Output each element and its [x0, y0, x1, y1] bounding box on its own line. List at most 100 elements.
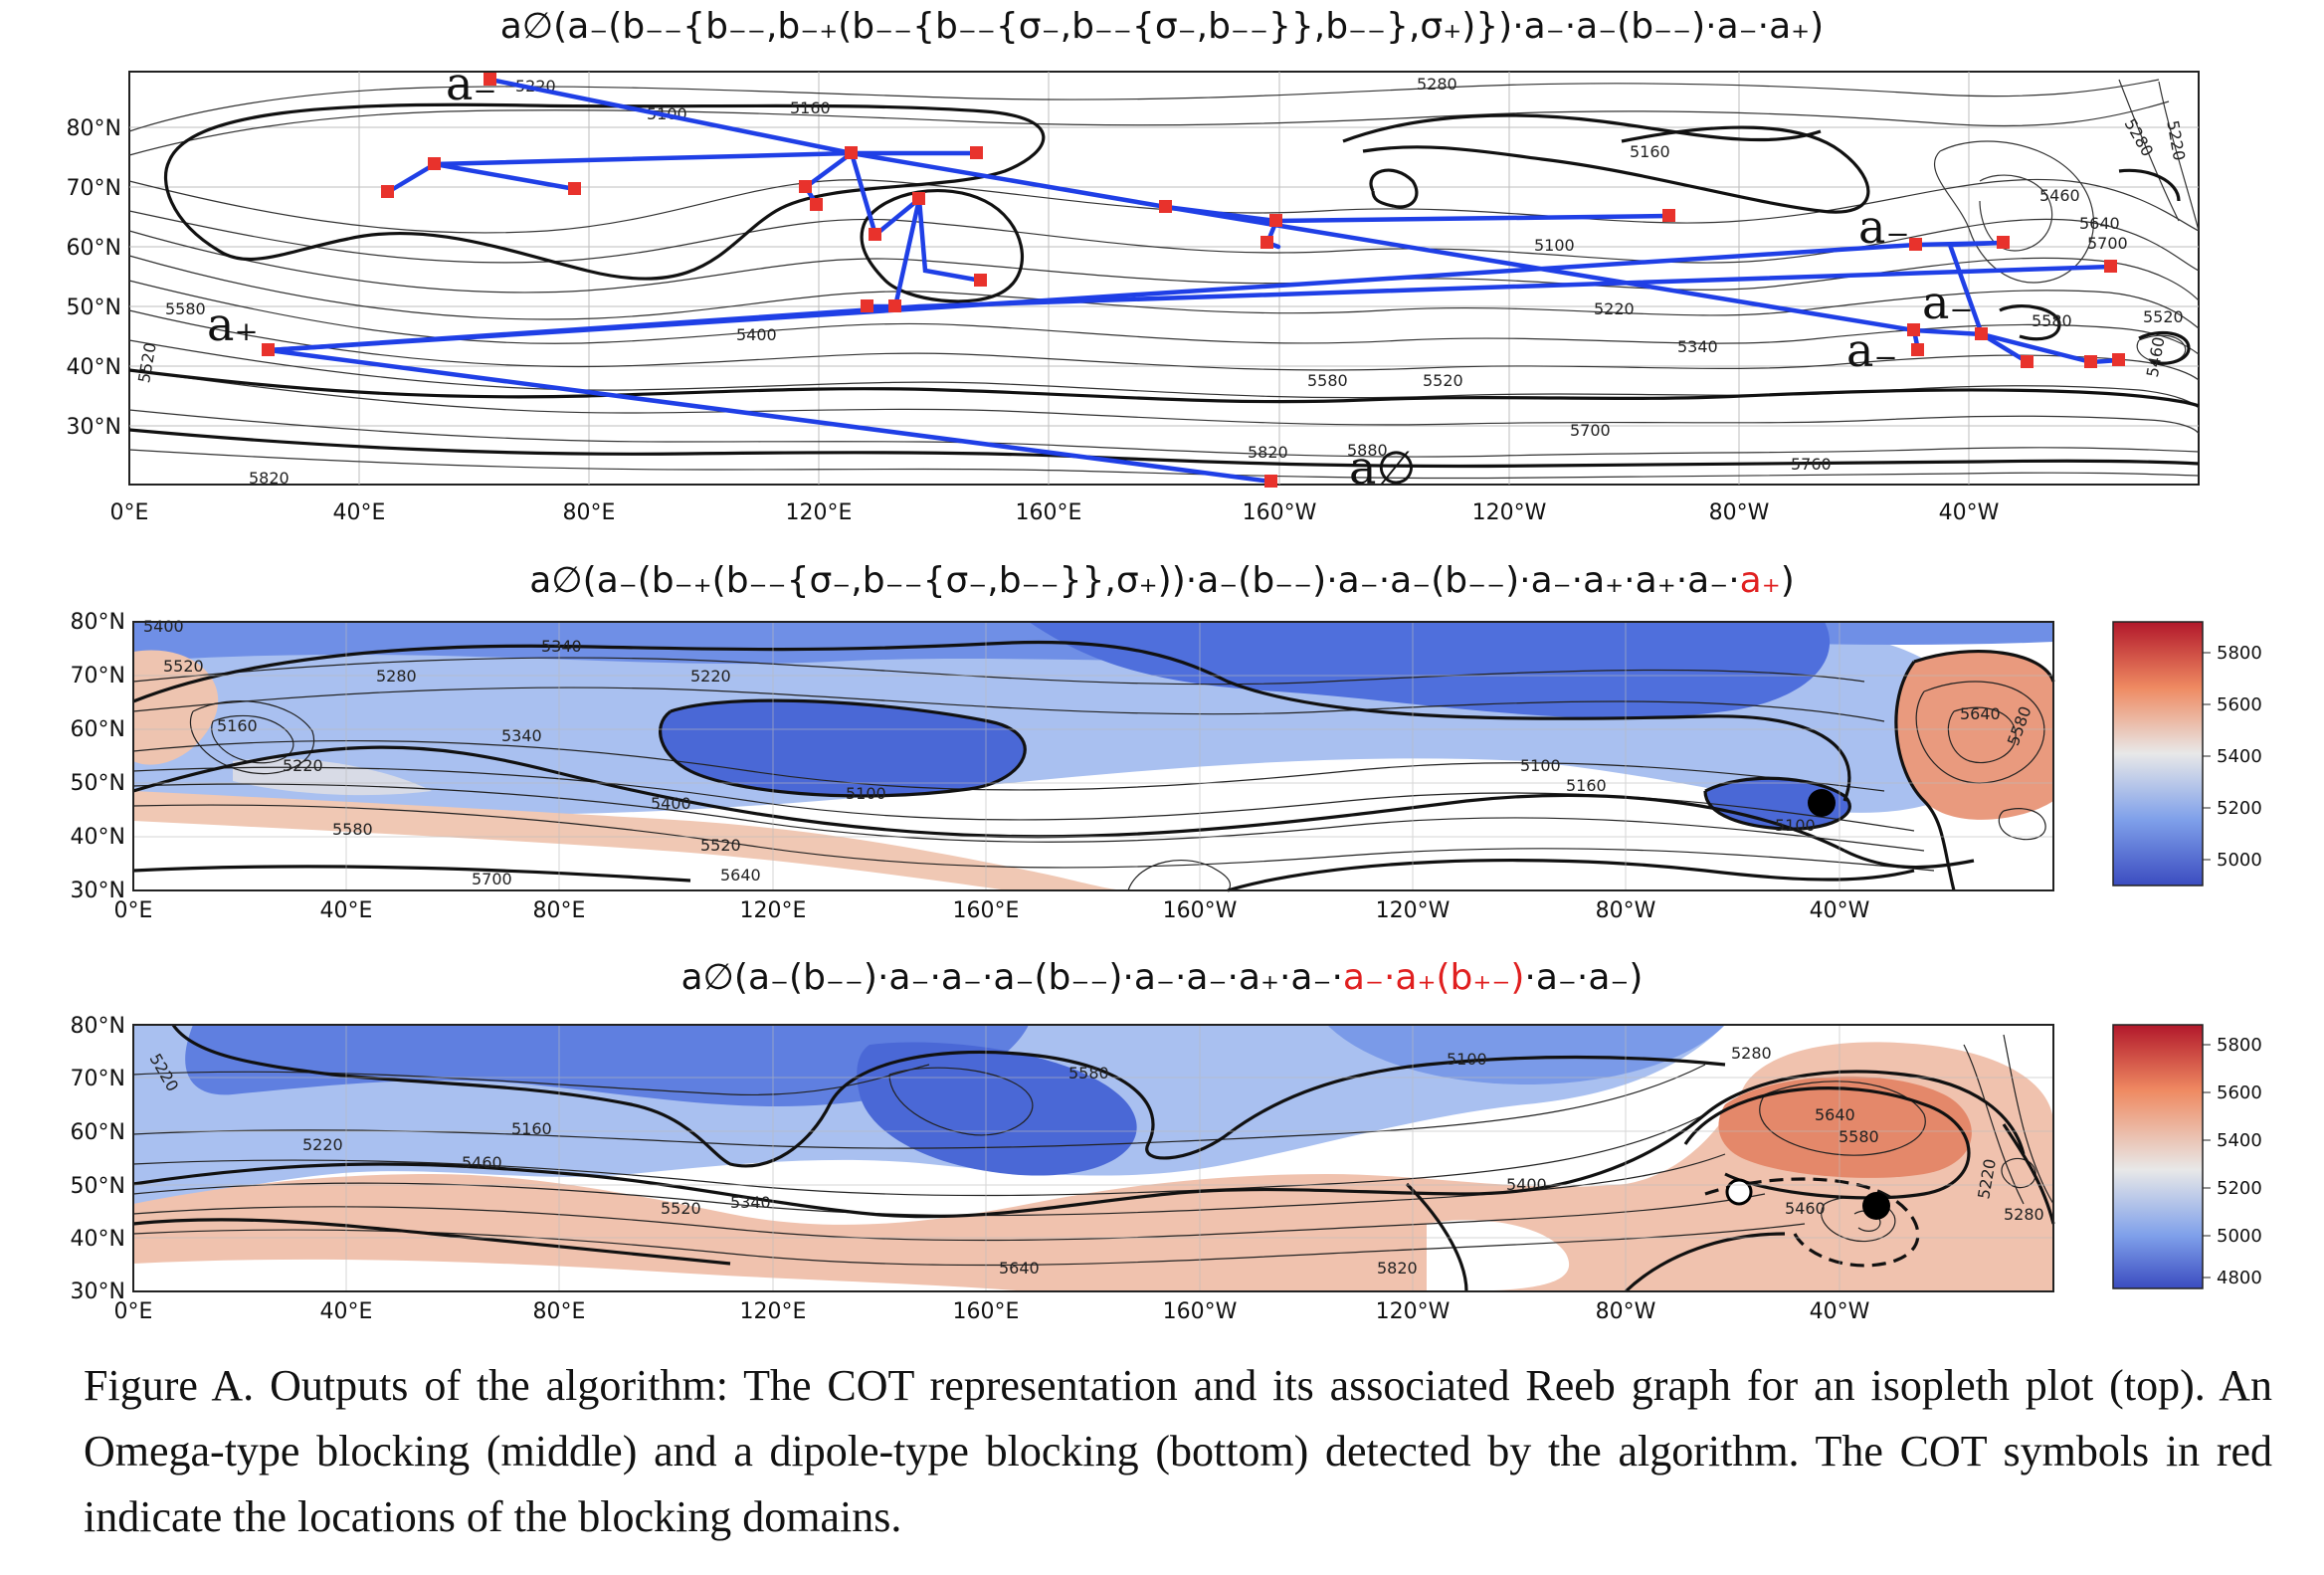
lon-tick: 120°E	[786, 500, 853, 525]
mid-contour-label: 5100	[1775, 816, 1816, 835]
top-contour-label: 5820	[1248, 443, 1288, 462]
top-contour-label: 5580	[1307, 371, 1348, 390]
lon-tick: 120°E	[740, 1299, 807, 1324]
bot-contour-label: 5580	[1839, 1127, 1879, 1146]
lon-tick: 80°W	[1596, 898, 1656, 923]
lat-tick: 70°N	[67, 176, 121, 201]
lon-tick: 160°E	[1016, 500, 1082, 525]
lon-tick: 120°W	[1472, 500, 1547, 525]
bot-contour-label: 5220	[302, 1135, 343, 1154]
colorbar-tick: 5200	[2217, 1178, 2262, 1199]
mid-contour-label: 5580	[332, 820, 373, 839]
lon-tick: 160°E	[953, 1299, 1020, 1324]
lat-tick: 80°N	[71, 1014, 125, 1039]
figure-caption: Figure A. Outputs of the algorithm: The …	[84, 1361, 2272, 1541]
lon-tick: 40°W	[1810, 1299, 1870, 1324]
lon-tick: 120°W	[1376, 1299, 1451, 1324]
colorbar-tick: 4800	[2217, 1268, 2262, 1288]
top-symbol: a₋	[1858, 200, 1910, 254]
top-contour-label: 5400	[736, 325, 777, 344]
bot-contour-label: 5640	[999, 1259, 1040, 1278]
open-point-marker	[1725, 1178, 1753, 1206]
bot-contour-label: 5400	[1506, 1175, 1547, 1194]
lon-tick: 40°W	[1939, 500, 2000, 525]
lat-tick: 50°N	[71, 771, 125, 796]
lon-tick: 40°E	[333, 500, 386, 525]
top-contour-label: 5760	[1791, 455, 1832, 474]
mid-contour-label: 5640	[1960, 704, 2001, 723]
mid-contour-label: 5220	[283, 756, 323, 775]
top-symbol: a₋	[1846, 323, 1898, 377]
mid-contour-label: 5640	[720, 866, 761, 885]
top-contour-label: 5580	[2032, 311, 2072, 330]
mid-contour-label: 5400	[651, 794, 691, 813]
top-contour-label: 5160	[790, 98, 831, 117]
lon-tick: 120°E	[740, 898, 807, 923]
colorbar-tick: 5400	[2217, 1130, 2262, 1151]
formula-middle-red: a₊	[1739, 560, 1781, 601]
lon-tick: 0°E	[114, 898, 153, 923]
top-contour-label: 5160	[1630, 142, 1670, 161]
colorbar-tick: 5800	[2217, 1035, 2262, 1056]
formula-middle-suffix: )	[1780, 560, 1795, 601]
bot-contour-label: 5280	[2004, 1205, 2044, 1224]
colorbar-tick: 5000	[2217, 1226, 2262, 1247]
bot-contour-label: 5640	[1815, 1105, 1855, 1124]
lon-tick: 160°W	[1243, 500, 1317, 525]
lat-tick: 40°N	[67, 355, 121, 380]
saddle-point-marker	[1808, 789, 1836, 817]
lon-tick: 0°E	[114, 1299, 153, 1324]
formula-bottom-suffix: ·a₋·a₋)	[1524, 957, 1644, 998]
bot-contour-label: 5460	[1785, 1199, 1826, 1218]
mid-contour-label: 5220	[690, 667, 731, 686]
colorbar-tick: 5400	[2217, 746, 2262, 767]
lat-tick: 60°N	[71, 1120, 125, 1145]
top-contour-label: 5460	[2039, 186, 2080, 205]
lat-tick: 40°N	[71, 1227, 125, 1252]
bot-contour-label: 5100	[1447, 1050, 1487, 1069]
lat-tick: 30°N	[71, 1280, 125, 1304]
formula-bottom: a∅(a₋(b₋₋)·a₋·a₋·a₋(b₋₋)·a₋·a₋·a₊·a₋·a₋·…	[0, 957, 2324, 998]
top-contour-label: 5340	[1677, 337, 1718, 356]
reeb-nodes	[262, 73, 2125, 488]
formula-top-main: a∅(a₋(b₋₋{b₋₋,b₋₊(b₋₋{b₋₋{σ₋,b₋₋{σ₋,b₋₋}…	[499, 6, 1825, 47]
mid-contour-label: 5520	[700, 836, 741, 855]
top-contour-label: 5700	[1570, 421, 1611, 440]
lon-tick: 160°W	[1163, 1299, 1238, 1324]
colorbar-tick: 5600	[2217, 1083, 2262, 1103]
mid-contour-label: 5100	[846, 784, 886, 803]
top-symbol: a₋	[446, 57, 497, 110]
lon-tick: 80°E	[533, 1299, 586, 1324]
formula-middle: a∅(a₋(b₋₊(b₋₋{σ₋,b₋₋{σ₋,b₋₋}},σ₊))·a₋(b₋…	[0, 560, 2324, 601]
lat-tick: 60°N	[67, 236, 121, 261]
top-symbol: a₊	[207, 297, 259, 351]
lat-tick: 50°N	[67, 295, 121, 320]
lat-tick: 70°N	[71, 664, 125, 689]
mid-contour-label: 5280	[376, 667, 417, 686]
lon-tick: 80°E	[533, 898, 586, 923]
mid-contour-label: 5520	[163, 657, 204, 676]
lon-tick: 0°E	[110, 500, 149, 525]
mid-contour-label: 5160	[1566, 776, 1607, 795]
mid-contour-label: 5160	[217, 716, 258, 735]
bot-contour-label: 5580	[1068, 1064, 1109, 1083]
colorbar-tick: 5600	[2217, 694, 2262, 715]
top-contour-label: 5820	[249, 469, 290, 488]
mid-contour-label: 5100	[1520, 756, 1561, 775]
bot-contour-label: 5340	[730, 1193, 771, 1212]
top-contour-label: 5640	[2079, 214, 2120, 233]
top-contour-label: 5520	[2143, 307, 2184, 326]
colorbar-tick: 5200	[2217, 798, 2262, 819]
saddle-point-marker	[1862, 1192, 1890, 1220]
top-contour-label: 5520	[1423, 371, 1463, 390]
top-contour-label: 5220	[1594, 299, 1635, 318]
colorbar	[2112, 621, 2204, 886]
lon-tick: 40°E	[320, 898, 373, 923]
lon-tick: 160°E	[953, 898, 1020, 923]
lat-tick: 80°N	[71, 610, 125, 635]
middle-panel: 5400 5520 5160 5220 5340 5280 5220 5340 …	[71, 610, 2262, 923]
lon-tick: 80°W	[1596, 1299, 1656, 1324]
lat-tick: 80°N	[67, 116, 121, 141]
top-panel: 5220 5100 5160 5280 5160 5460 5640 5700 …	[67, 57, 2200, 525]
mid-contour-label: 5700	[472, 870, 512, 888]
